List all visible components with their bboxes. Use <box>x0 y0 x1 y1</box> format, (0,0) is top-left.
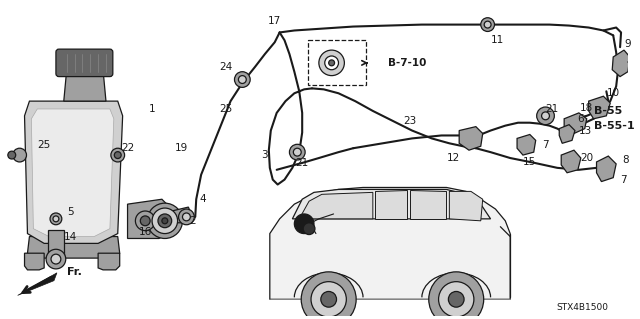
Circle shape <box>46 249 66 269</box>
Text: B-55-1: B-55-1 <box>593 121 634 131</box>
Text: 5: 5 <box>67 207 74 217</box>
Text: 12: 12 <box>447 153 460 163</box>
Text: 15: 15 <box>523 157 536 167</box>
Circle shape <box>311 282 346 317</box>
Circle shape <box>51 254 61 264</box>
Polygon shape <box>564 113 587 133</box>
FancyBboxPatch shape <box>308 40 366 85</box>
Circle shape <box>115 152 121 159</box>
Circle shape <box>321 292 337 307</box>
Circle shape <box>449 292 464 307</box>
Text: 7: 7 <box>620 174 627 185</box>
Text: 25: 25 <box>219 104 232 114</box>
Circle shape <box>147 203 182 239</box>
Text: 13: 13 <box>579 126 593 136</box>
Circle shape <box>8 151 16 159</box>
Polygon shape <box>612 50 630 77</box>
Text: 3: 3 <box>262 150 268 160</box>
Text: 8: 8 <box>623 155 629 165</box>
Text: 9: 9 <box>625 39 631 49</box>
Polygon shape <box>64 70 106 101</box>
Polygon shape <box>292 189 491 219</box>
Text: 11: 11 <box>491 35 504 45</box>
Text: 10: 10 <box>607 88 620 98</box>
Circle shape <box>319 50 344 76</box>
FancyBboxPatch shape <box>56 49 113 77</box>
Text: 24: 24 <box>219 62 232 72</box>
Circle shape <box>162 218 168 224</box>
Text: 23: 23 <box>403 116 417 126</box>
Circle shape <box>152 208 177 234</box>
Circle shape <box>289 144 305 160</box>
Polygon shape <box>18 273 57 295</box>
Circle shape <box>140 216 150 226</box>
Circle shape <box>182 213 190 221</box>
Text: 7: 7 <box>542 140 549 150</box>
Text: B-7-10: B-7-10 <box>388 58 426 68</box>
Bar <box>48 230 64 259</box>
Polygon shape <box>270 188 510 299</box>
Polygon shape <box>31 109 114 236</box>
Polygon shape <box>28 236 120 258</box>
Polygon shape <box>300 192 373 219</box>
Circle shape <box>158 214 172 228</box>
Text: 17: 17 <box>268 16 282 26</box>
Circle shape <box>301 272 356 319</box>
Polygon shape <box>127 199 172 239</box>
Circle shape <box>294 214 314 234</box>
Circle shape <box>239 76 246 84</box>
Polygon shape <box>459 127 483 150</box>
Circle shape <box>50 213 62 225</box>
Text: 20: 20 <box>580 153 593 163</box>
Circle shape <box>438 282 474 317</box>
Circle shape <box>429 272 484 319</box>
Polygon shape <box>24 253 44 270</box>
Polygon shape <box>449 191 483 221</box>
Text: 21: 21 <box>296 158 309 168</box>
Circle shape <box>303 223 315 234</box>
Polygon shape <box>375 190 407 219</box>
Text: 14: 14 <box>64 232 77 241</box>
Circle shape <box>234 72 250 87</box>
Polygon shape <box>517 135 536 155</box>
Circle shape <box>541 112 549 120</box>
Text: 25: 25 <box>38 140 51 150</box>
Polygon shape <box>561 150 581 173</box>
Text: 21: 21 <box>545 104 558 114</box>
Polygon shape <box>596 156 616 182</box>
Text: Fr.: Fr. <box>67 267 81 277</box>
Circle shape <box>53 216 59 222</box>
Text: 4: 4 <box>200 194 207 204</box>
Text: 16: 16 <box>139 226 152 237</box>
Circle shape <box>111 148 125 162</box>
Circle shape <box>293 148 301 156</box>
Polygon shape <box>410 190 447 219</box>
Circle shape <box>179 209 195 225</box>
Polygon shape <box>172 207 192 223</box>
Circle shape <box>484 21 491 28</box>
Text: 6: 6 <box>577 114 584 124</box>
Text: 2: 2 <box>189 216 196 226</box>
Circle shape <box>136 211 155 231</box>
Polygon shape <box>98 253 120 270</box>
Text: STX4B1500: STX4B1500 <box>556 303 608 312</box>
Circle shape <box>324 56 339 70</box>
Circle shape <box>481 18 495 32</box>
Polygon shape <box>589 96 611 119</box>
Text: 19: 19 <box>175 143 188 153</box>
Polygon shape <box>559 125 575 143</box>
Circle shape <box>537 107 554 125</box>
Circle shape <box>329 60 335 66</box>
Text: B-55: B-55 <box>593 106 622 116</box>
Polygon shape <box>24 101 123 243</box>
Text: 18: 18 <box>580 103 593 113</box>
Text: 22: 22 <box>121 143 134 153</box>
Text: 1: 1 <box>148 104 156 114</box>
Circle shape <box>13 148 26 162</box>
